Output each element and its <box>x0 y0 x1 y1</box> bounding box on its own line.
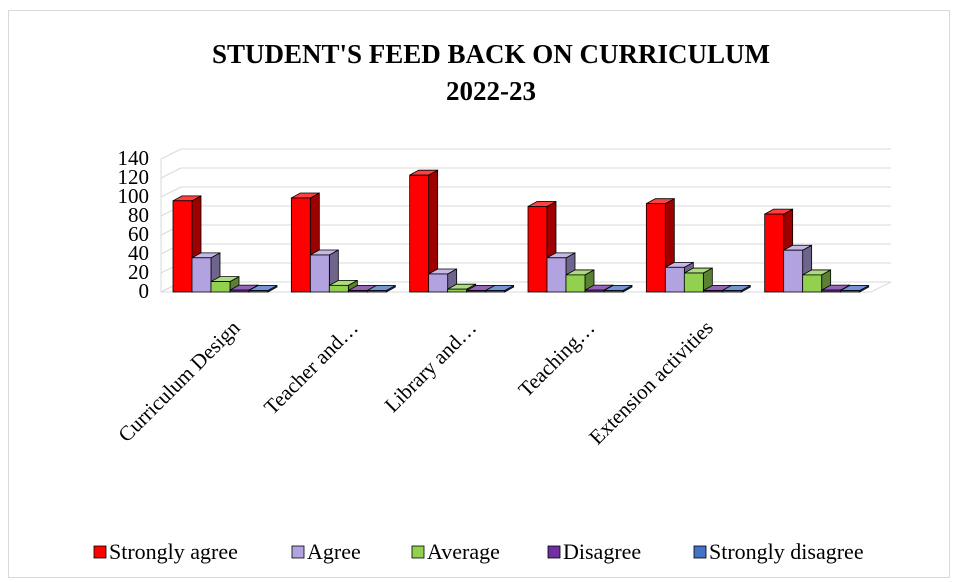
gridline-side <box>160 167 182 179</box>
x-axis-categories: Curriculum Design Teacher and… Library and… <box>113 315 718 449</box>
legend-label: Disagree <box>563 539 641 564</box>
bar-strongly-disagree <box>366 284 396 293</box>
y-tick-label: 140 <box>118 146 150 170</box>
chart-frame: STUDENT'S FEED BACK ON CURRICULUM 2022-2… <box>8 10 950 578</box>
gridline-side <box>160 186 182 198</box>
legend-item: Strongly agree <box>93 539 238 564</box>
legend-item: Disagree <box>547 539 641 564</box>
category-label: Library and… <box>380 316 482 418</box>
y-tick-label: 120 <box>118 165 150 189</box>
legend-swatch <box>411 545 425 559</box>
chart-canvas: STUDENT'S FEED BACK ON CURRICULUM 2022-2… <box>93 39 892 564</box>
legend-swatch <box>291 545 305 559</box>
bar-strongly-disagree <box>840 284 870 293</box>
y-tick-label: 0 <box>139 279 150 303</box>
legend-label: Strongly agree <box>109 539 238 564</box>
bar-average <box>683 267 713 293</box>
legend-label: Average <box>427 539 500 564</box>
legend: Strongly agree Agree Average Disagree Strong… <box>93 539 864 564</box>
legend-item: Average <box>411 539 500 564</box>
legend-item: Strongly disagree <box>693 539 864 564</box>
bar-strongly-disagree <box>485 284 515 293</box>
legend-swatch <box>693 545 707 559</box>
category-label: Teaching… <box>514 316 600 402</box>
legend-label: Strongly disagree <box>709 539 864 564</box>
category-label: Teacher and… <box>259 316 363 420</box>
category-label: Extension activities <box>584 316 718 450</box>
y-tick-label: 20 <box>128 260 149 284</box>
y-tick-label: 40 <box>128 241 149 265</box>
chart-subtitle: 2022-23 <box>446 76 536 106</box>
chart-title: STUDENT'S FEED BACK ON CURRICULUM <box>212 39 770 69</box>
bar-strongly-disagree <box>248 284 278 293</box>
category-label: Curriculum Design <box>113 315 245 447</box>
legend-swatch <box>93 545 107 559</box>
legend-label: Agree <box>307 539 361 564</box>
y-tick-label: 60 <box>128 222 149 246</box>
legend-item: Agree <box>291 539 361 564</box>
gridline-side <box>160 148 182 160</box>
legend-swatch <box>547 545 561 559</box>
y-tick-label: 100 <box>118 184 150 208</box>
bar-strongly-disagree <box>603 284 633 293</box>
bar-layer <box>172 169 870 293</box>
y-tick-label: 80 <box>128 203 149 227</box>
bar-average <box>328 279 358 293</box>
bar-strongly-disagree <box>721 284 751 293</box>
